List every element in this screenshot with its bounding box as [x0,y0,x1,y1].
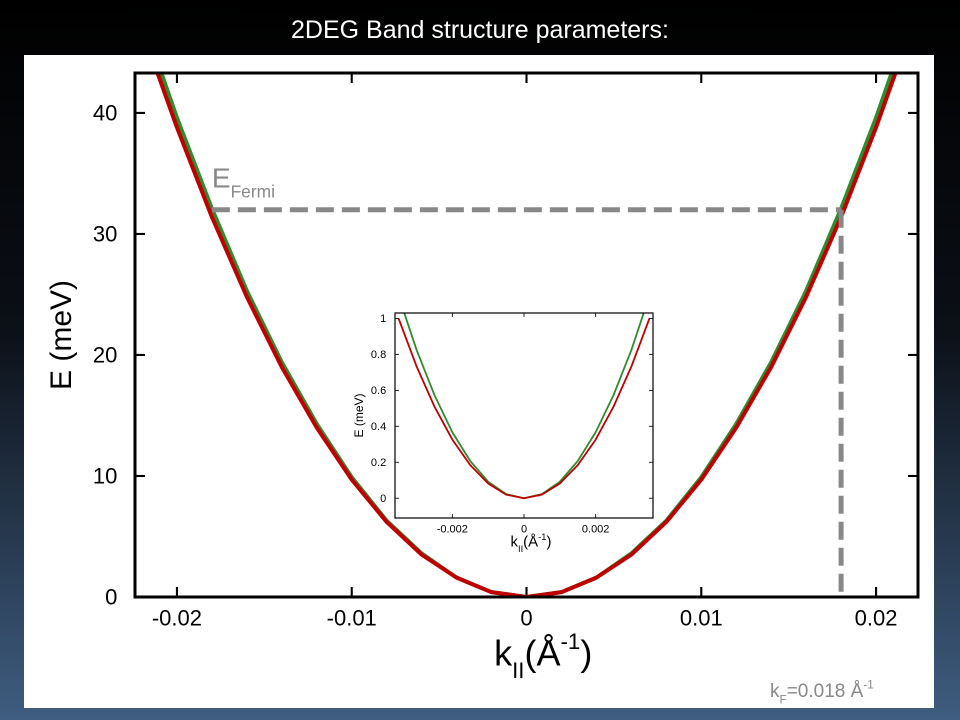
x-tick-label: 0 [521,523,527,535]
x-axis-label: kII(Å-1) [494,629,592,683]
x-tick-label: 0 [520,606,532,631]
kf-label-part: -1 [863,678,873,691]
y-tick-label: 0 [105,585,117,610]
kf-label-part: F [780,694,787,707]
y-tick-label: 40 [93,101,117,126]
inset-background [395,313,653,518]
y-tick-label: 0.6 [371,385,386,397]
x-tick-label: 0.01 [680,606,723,631]
x-tick-label: 0.02 [855,606,898,631]
y-tick-label: 1 [380,313,386,325]
fermi-label: EFermi [212,163,275,202]
y-tick-label: 0.8 [371,349,386,361]
y-tick-label: 0.4 [371,421,386,433]
plot-frame [133,71,920,599]
x-tick-label: -0.02 [152,606,202,631]
y-tick-label: 0.2 [371,457,386,469]
x-axis-label-part: (Å [525,632,561,673]
plot-frame [394,312,654,519]
x-axis-label-part: k [511,534,519,551]
x-axis-label-part: k [494,632,513,673]
slide-title: 2DEG Band structure parameters: [291,16,669,44]
y-axis-label: E (meV) [45,280,78,390]
x-axis-label-part: (Å [523,534,538,551]
x-axis-label-part: II [518,544,523,554]
y-tick-label: 10 [93,464,117,489]
fermi-label-part: E [212,163,231,194]
y-tick-label: 20 [93,343,117,368]
x-tick-label: -0.002 [437,523,468,535]
curve [159,73,894,597]
kf-label-part: =0.018 Å [787,681,864,702]
y-tick-label: 0 [380,493,386,505]
curves [397,313,651,500]
x-axis-label-part: ) [580,632,592,673]
curve [155,73,898,597]
x-tick-label: -0.01 [327,606,377,631]
curve [397,318,651,500]
kf-label: kF=0.018 Å-1 [770,678,874,706]
fermi-label-part: Fermi [231,182,275,202]
x-axis-label-part: -1 [561,629,581,654]
curves [155,73,898,597]
x-axis-label-part: ) [546,534,551,551]
y-tick-label: 30 [93,222,117,247]
kf-label-part: k [770,681,780,702]
y-axis-label: E (meV) [352,393,366,437]
x-tick-label: 0.002 [582,523,610,535]
x-axis-label: kII(Å-1) [511,532,552,554]
x-axis-label-part: -1 [538,532,546,542]
x-axis-label-part: II [512,658,524,683]
